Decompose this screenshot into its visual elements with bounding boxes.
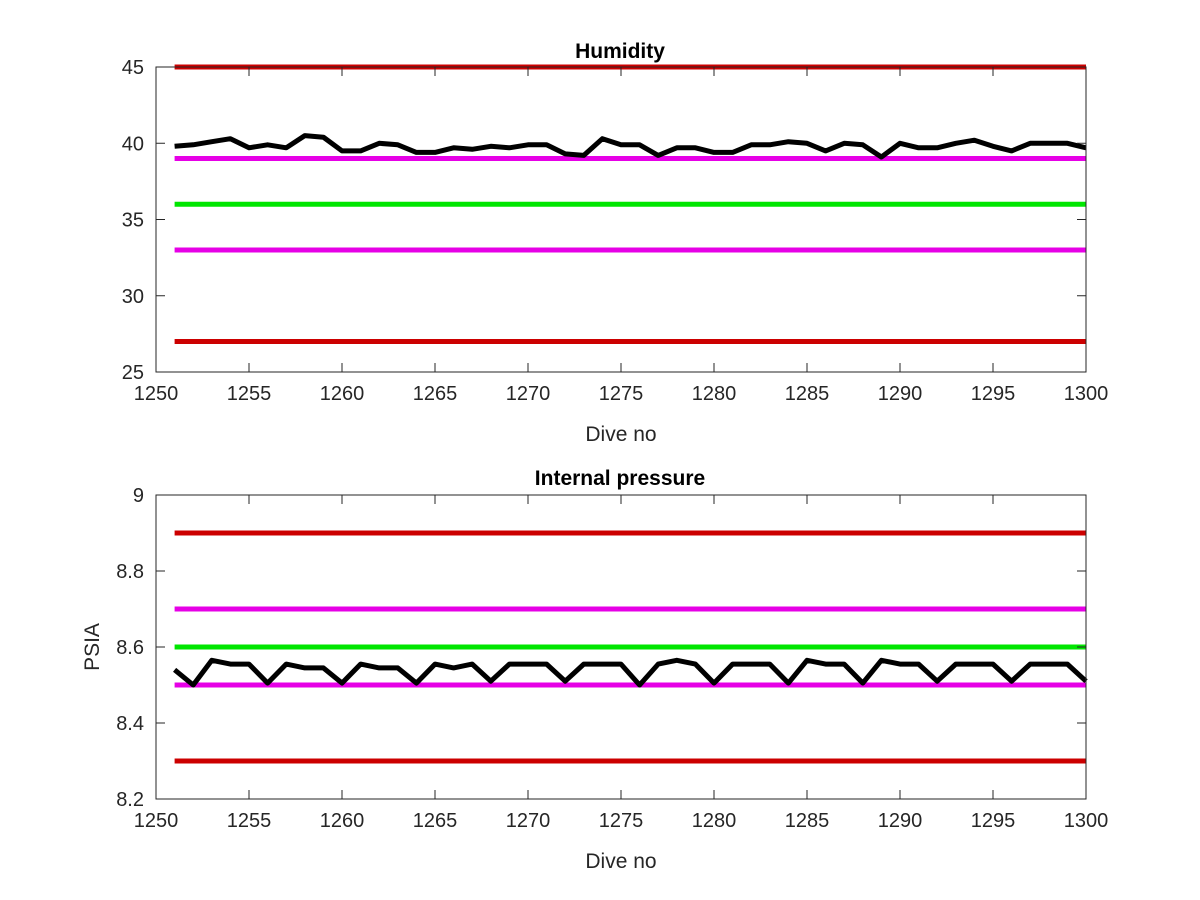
pressure-x-tick-label: 1250 (134, 810, 179, 832)
humidity-chart-title: Humidity (575, 40, 665, 63)
pressure-y-tick-label: 8.2 (116, 789, 144, 811)
humidity-reference-lines (174, 64, 1086, 344)
pressure-x-tick-label: 1270 (506, 810, 551, 832)
humidity-x-tick-label: 1290 (878, 383, 923, 405)
pressure-x-tick-label: 1285 (785, 810, 830, 832)
pressure-y-axis-label: PSIA (81, 623, 104, 671)
humidity-x-tick-label: 1250 (134, 383, 179, 405)
pressure-x-tick-label: 1265 (413, 810, 458, 832)
humidity-x-tick-label: 1285 (785, 383, 830, 405)
pressure-x-tick-label: 1255 (227, 810, 272, 832)
pressure-chart: Internal pressure 1250 1255 1260 1265 1270 12… (81, 467, 1108, 873)
humidity-x-tick-label: 1255 (227, 383, 272, 405)
humidity-series-line-0 (174, 133, 1087, 160)
pressure-x-tick-label: 1280 (692, 810, 737, 832)
pressure-series-line-0 (173, 657, 1088, 688)
humidity-x-ticks: 1250 1255 1260 1265 1270 1275 1280 1285 1290 1295… (134, 67, 1109, 405)
pressure-y-tick-label: 8.6 (116, 637, 144, 659)
humidity-y-tick-label: 45 (122, 57, 144, 79)
pressure-y-ticks: 8.2 8.4 8.6 8.8 9 (116, 485, 1086, 811)
pressure-y-tick-label: 8.4 (116, 713, 144, 735)
humidity-x-tick-label: 1300 (1064, 383, 1109, 405)
humidity-y-tick-label: 35 (122, 210, 144, 232)
humidity-series (174, 133, 1087, 160)
humidity-chart: Humidity 1250 1255 1260 1265 1270 1275 1280 128… (122, 40, 1109, 446)
pressure-x-tick-label: 1290 (878, 810, 923, 832)
humidity-x-tick-label: 1265 (413, 383, 458, 405)
humidity-y-tick-label: 25 (122, 362, 144, 384)
humidity-x-tick-label: 1270 (506, 383, 551, 405)
humidity-x-tick-label: 1295 (971, 383, 1016, 405)
pressure-y-tick-label: 8.8 (116, 561, 144, 583)
pressure-x-tick-label: 1295 (971, 810, 1016, 832)
pressure-y-tick-label: 9 (133, 485, 144, 507)
humidity-x-tick-label: 1260 (320, 383, 365, 405)
pressure-x-tick-label: 1275 (599, 810, 644, 832)
humidity-x-tick-label: 1275 (599, 383, 644, 405)
humidity-x-axis-label: Dive no (585, 423, 656, 446)
humidity-plot-area (174, 64, 1087, 344)
pressure-x-tick-label: 1300 (1064, 810, 1109, 832)
humidity-x-tick-label: 1280 (692, 383, 737, 405)
pressure-series (173, 657, 1088, 688)
humidity-axes-box (155, 66, 1087, 373)
pressure-plot-area (173, 530, 1088, 764)
pressure-chart-title: Internal pressure (535, 467, 705, 490)
humidity-y-tick-label: 30 (122, 286, 144, 308)
humidity-y-ticks: 25 30 35 40 45 (122, 57, 1086, 384)
pressure-x-axis-label: Dive no (585, 850, 656, 873)
pressure-x-tick-label: 1260 (320, 810, 365, 832)
humidity-y-tick-label: 40 (122, 133, 144, 155)
pressure-reference-lines (174, 530, 1086, 764)
pressure-x-ticks: 1250 1255 1260 1265 1270 1275 1280 1285 1290 1295… (134, 495, 1109, 832)
